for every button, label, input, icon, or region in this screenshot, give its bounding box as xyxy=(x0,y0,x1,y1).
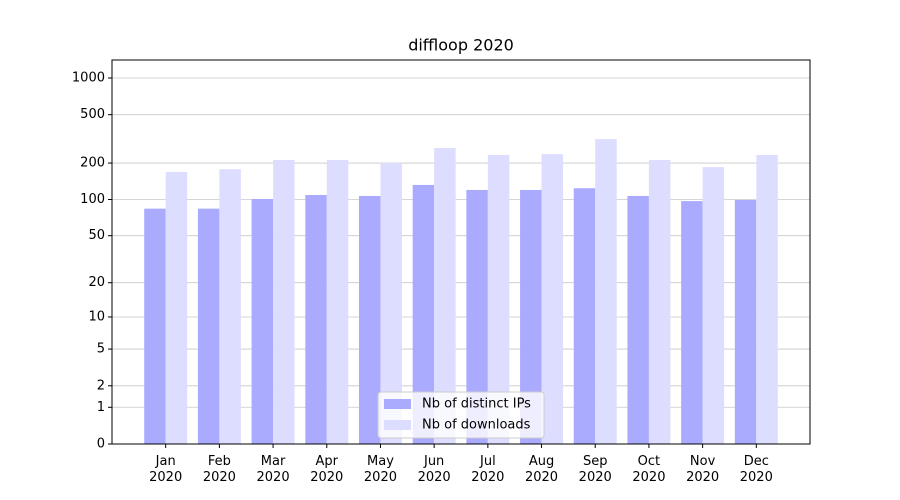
y-tick-label: 10 xyxy=(88,309,105,324)
y-tick-label: 100 xyxy=(80,192,105,207)
bar xyxy=(219,169,241,444)
bar xyxy=(681,201,703,444)
bar xyxy=(358,195,381,444)
x-tick-label: Apr 2020 xyxy=(310,454,343,485)
y-tick-label: 1000 xyxy=(72,70,105,85)
bar xyxy=(434,148,456,444)
x-tick-label: Nov 2020 xyxy=(686,454,719,485)
bar xyxy=(702,167,725,444)
bar xyxy=(251,198,274,444)
legend-swatch xyxy=(384,420,411,430)
x-tick-label: Jul 2020 xyxy=(471,454,504,485)
y-tick-label: 0 xyxy=(97,437,105,452)
bar xyxy=(412,184,435,444)
x-tick-label: Oct 2020 xyxy=(632,454,665,485)
bar xyxy=(648,159,671,444)
x-tick-label: Sep 2020 xyxy=(579,454,612,485)
y-tick-label: 1 xyxy=(97,400,105,415)
chart-title: diffloop 2020 xyxy=(408,36,514,55)
x-tick-label: Feb 2020 xyxy=(203,454,236,485)
bar xyxy=(273,159,295,444)
bar xyxy=(734,200,757,444)
plot-frame xyxy=(111,59,811,445)
y-tick-label: 500 xyxy=(80,107,105,122)
y-tick-label: 50 xyxy=(88,228,105,243)
bar xyxy=(165,171,188,444)
bar xyxy=(144,208,166,444)
bar xyxy=(197,208,220,444)
x-tick-label: Jan 2020 xyxy=(149,454,182,485)
legend-box xyxy=(377,391,545,439)
bar xyxy=(326,159,349,444)
legend: Nb of distinct IPs Nb of downloads xyxy=(377,391,545,439)
bar xyxy=(487,154,510,444)
x-tick-label: May 2020 xyxy=(364,454,397,485)
legend-swatch xyxy=(384,399,411,409)
x-tick-label: Mar 2020 xyxy=(257,454,290,485)
bar xyxy=(520,189,542,444)
legend-label: Nb of downloads xyxy=(422,418,531,433)
bar xyxy=(573,188,596,444)
legend-label: Nb of distinct IPs xyxy=(422,397,531,412)
y-tick-label: 2 xyxy=(97,378,105,393)
bar xyxy=(466,189,488,444)
bar xyxy=(305,194,327,444)
bar xyxy=(595,139,617,444)
x-tick-label: Aug 2020 xyxy=(525,454,558,485)
y-tick-label: 5 xyxy=(97,342,105,357)
bar xyxy=(756,154,778,444)
x-tick-label: Dec 2020 xyxy=(740,454,773,485)
x-tick-label: Jun 2020 xyxy=(418,454,451,485)
bar xyxy=(541,154,564,444)
y-tick-label: 200 xyxy=(80,156,105,171)
bar xyxy=(627,195,649,444)
bar xyxy=(380,163,402,444)
y-tick-label: 20 xyxy=(88,275,105,290)
